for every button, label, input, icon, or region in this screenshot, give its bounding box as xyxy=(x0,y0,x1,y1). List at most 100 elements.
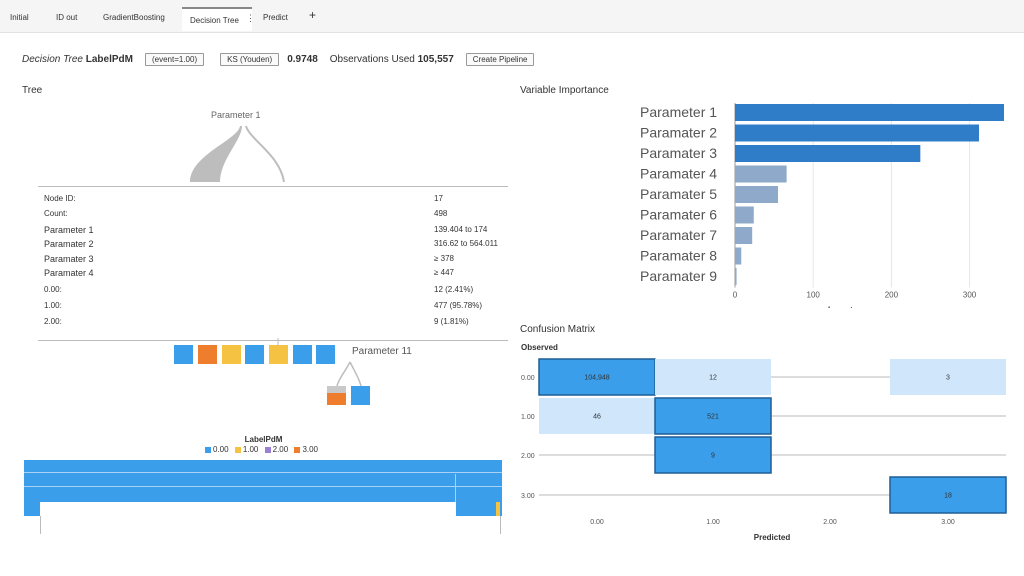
vi-axis-title: Importance xyxy=(828,306,872,309)
cm-cell xyxy=(889,476,1007,514)
info-divider-top xyxy=(38,186,508,187)
vi-bar xyxy=(735,145,921,162)
tree-node[interactable] xyxy=(293,345,312,364)
kebab-icon[interactable]: ⋮ xyxy=(246,13,255,23)
overview-line xyxy=(40,516,41,534)
legend-swatch xyxy=(294,446,301,453)
info-key: Node ID: xyxy=(44,194,76,203)
legend-item: 2.00 xyxy=(264,445,289,454)
tree-title: Tree xyxy=(22,85,43,96)
cm-cell-value: 12 xyxy=(709,375,717,382)
cm-cell xyxy=(655,359,771,395)
vi-bar-label: Paramater 4 xyxy=(640,166,717,182)
obs-label: Observations Used xyxy=(329,53,415,65)
legend-swatch xyxy=(264,446,271,453)
ks-selector[interactable]: KS (Youden) xyxy=(220,52,280,66)
tree-legend: LabelPdM 0.00 1.00 2.00 3.00 xyxy=(205,435,322,454)
info-value: ≥ 378 xyxy=(434,254,454,263)
vi-bar-label: Parameter 1 xyxy=(640,104,717,120)
cm-cell xyxy=(890,359,1006,395)
vi-bar xyxy=(735,227,753,244)
info-row: Parameter 1 139.404 to 174 xyxy=(44,224,504,236)
overview-line xyxy=(500,516,501,534)
tab-decision-tree[interactable]: Decision Tree xyxy=(182,7,252,31)
info-row: 0.00: 12 (2.41%) xyxy=(44,284,504,296)
tree-node[interactable] xyxy=(174,345,193,364)
vi-bar xyxy=(735,186,779,203)
vi-bar-label: Paramater 2 xyxy=(640,125,717,141)
cm-cell-value: 46 xyxy=(593,414,601,421)
tab-initial[interactable]: Initial xyxy=(10,13,29,22)
tree-node[interactable] xyxy=(269,345,288,364)
vi-bar xyxy=(735,268,737,285)
cm-col-label: 0.00 xyxy=(590,519,604,526)
cm-col-label: 2.00 xyxy=(823,519,837,526)
create-pipeline-button[interactable]: Create Pipeline xyxy=(465,52,535,66)
cm-cell-value: 18 xyxy=(944,493,952,500)
confusion-matrix-title: Confusion Matrix xyxy=(520,324,596,335)
legend-item: 0.00 xyxy=(205,445,229,454)
info-key: Paramater 4 xyxy=(44,268,94,278)
tree-overview[interactable] xyxy=(24,460,502,502)
cm-cell-value: 3 xyxy=(946,375,950,382)
legend-label: 3.00 xyxy=(302,445,319,454)
cm-row-label: 1.00 xyxy=(521,414,535,421)
vi-bar xyxy=(735,165,787,183)
tree-node[interactable] xyxy=(351,386,370,405)
tree-node[interactable] xyxy=(198,345,217,364)
model-prefix: Decision Tree xyxy=(22,53,83,65)
vi-bar-label: Paramater 9 xyxy=(640,268,717,284)
info-value: 9 (1.81%) xyxy=(434,317,469,326)
tree-links-top xyxy=(190,125,285,183)
legend-label: 2.00 xyxy=(272,445,289,454)
tree-node[interactable] xyxy=(245,345,264,364)
legend-title: LabelPdM xyxy=(244,435,283,444)
tab-id-out[interactable]: ID out xyxy=(56,13,78,22)
tab-gradientboosting[interactable]: GradientBoosting xyxy=(103,13,165,22)
variable-importance-chart: 0 100 200 300 Parameter 1 Paramater 2 Paramate… xyxy=(640,103,1004,309)
info-row: 2.00: 9 (1.81%) xyxy=(44,316,504,328)
cm-predicted-label: Predicted xyxy=(754,533,791,542)
vi-bar xyxy=(735,206,754,224)
info-value: 12 (2.41%) xyxy=(434,285,474,294)
cm-cell-value: 9 xyxy=(711,453,715,460)
info-key: Parameter 1 xyxy=(44,225,94,235)
vi-bar xyxy=(735,247,742,265)
info-key: 0.00: xyxy=(44,285,62,294)
info-value: 316.62 to 564.011 xyxy=(434,239,498,248)
info-key: 2.00: xyxy=(44,317,62,326)
legend-item: 1.00 xyxy=(234,445,259,454)
vi-bar xyxy=(735,124,979,142)
confusion-matrix-chart: 0.00 1.00 2.00 3.00 104,948 12 3 46 521 9 18 0.00 1.… xyxy=(521,358,1007,542)
cm-cell-value: 104,948 xyxy=(584,375,609,382)
obs-value: 105,557 xyxy=(417,53,454,65)
cm-row-label: 3.00 xyxy=(521,493,535,500)
model-target: LabelPdM xyxy=(85,53,133,65)
tab-bar: Initial ID out GradientBoosting Decision… xyxy=(0,0,1024,33)
vi-tick-label: 300 xyxy=(963,291,977,300)
cm-row-label: 0.00 xyxy=(521,375,535,382)
overview-line xyxy=(24,472,502,473)
vi-bar-label: Paramater 3 xyxy=(640,145,717,161)
cm-col-label: 1.00 xyxy=(706,519,720,526)
vi-bar-label: Paramater 5 xyxy=(640,186,717,202)
cm-cell xyxy=(538,358,656,396)
info-key: 1.00: xyxy=(44,301,62,310)
info-row: Count: 498 xyxy=(44,208,504,220)
cm-observed-label: Observed xyxy=(521,343,558,352)
tree-node[interactable] xyxy=(222,345,241,364)
tree-node[interactable] xyxy=(327,386,346,405)
overview-block xyxy=(456,502,502,516)
tree-node[interactable] xyxy=(316,345,335,364)
legend-label: 1.00 xyxy=(242,445,259,454)
event-selector[interactable]: (event=1.00) xyxy=(144,52,205,66)
legend-swatch xyxy=(234,446,241,453)
info-row: 1.00: 477 (95.78%) xyxy=(44,300,504,312)
info-divider-bottom xyxy=(38,340,508,341)
cm-cell xyxy=(654,397,772,435)
overview-line xyxy=(455,474,456,502)
cm-cell xyxy=(539,398,655,434)
tab-predict[interactable]: Predict xyxy=(263,13,288,22)
add-tab-button[interactable]: + xyxy=(309,8,317,22)
info-row: Paramater 2 316.62 to 564.011 xyxy=(44,238,504,250)
